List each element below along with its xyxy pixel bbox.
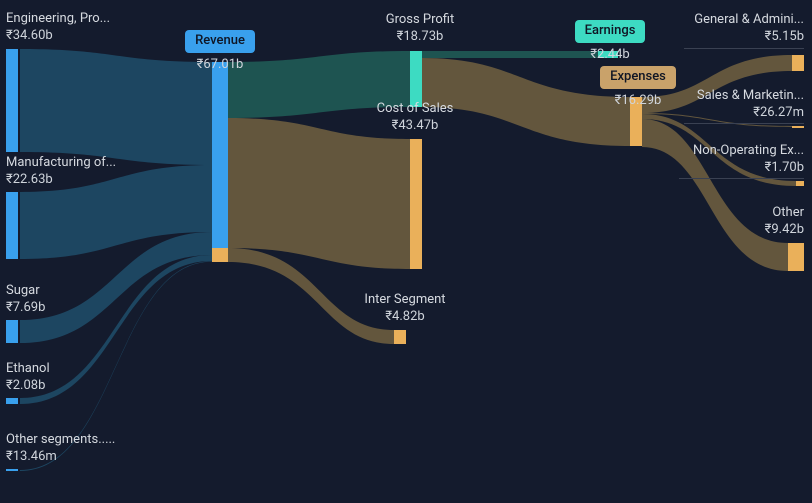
- node-value: ₹43.47b: [360, 118, 470, 135]
- node-value: ₹2.44b: [570, 47, 650, 64]
- node-value: ₹13.46m: [6, 449, 115, 466]
- node-label: Ethanol: [6, 361, 50, 378]
- node-value: ₹7.69b: [6, 300, 45, 317]
- node-value: ₹26.27m: [697, 105, 804, 122]
- node-value: ₹5.15b: [694, 29, 804, 46]
- node-label: Non-Operating Ex...: [693, 143, 804, 160]
- node-value: ₹18.73b: [370, 29, 470, 46]
- node-value: ₹22.63b: [6, 172, 116, 189]
- node-value: ₹34.60b: [6, 28, 110, 45]
- node-non-operating: Non-Operating Ex... ₹1.70b: [693, 143, 804, 177]
- node-revenue: Revenue ₹67.01b: [180, 30, 260, 74]
- revenue-badge: Revenue: [185, 30, 255, 53]
- node-manufacturing: Manufacturing of... ₹22.63b: [6, 155, 116, 189]
- node-value: ₹67.01b: [180, 57, 260, 74]
- node-inter-segment: Inter Segment ₹4.82b: [350, 292, 460, 326]
- node-label: Other: [765, 205, 804, 222]
- node-label: Engineering, Pro...: [6, 11, 110, 28]
- node-engineering: Engineering, Pro... ₹34.60b: [6, 11, 110, 45]
- node-label: Cost of Sales: [360, 101, 470, 118]
- earnings-badge: Earnings: [575, 20, 646, 43]
- divider: [679, 178, 804, 179]
- divider: [684, 48, 804, 49]
- node-expenses: Expenses ₹16.29b: [598, 66, 678, 110]
- node-earnings: Earnings ₹2.44b: [570, 20, 650, 64]
- node-label: Other segments.....: [6, 432, 115, 449]
- node-value: ₹9.42b: [765, 222, 804, 239]
- node-label: Sugar: [6, 283, 45, 300]
- node-value: ₹2.08b: [6, 378, 50, 395]
- node-label: Inter Segment: [350, 292, 460, 309]
- node-value: ₹4.82b: [350, 309, 460, 326]
- node-label: Sales & Marketin...: [697, 88, 804, 105]
- node-value: ₹16.29b: [598, 93, 678, 110]
- node-value: ₹1.70b: [693, 160, 804, 177]
- node-cost-of-sales: Cost of Sales ₹43.47b: [360, 101, 470, 135]
- divider: [684, 123, 804, 124]
- node-sales-marketing: Sales & Marketin... ₹26.27m: [697, 88, 804, 122]
- node-general-admin: General & Admini... ₹5.15b: [694, 12, 804, 46]
- node-label: General & Admini...: [694, 12, 804, 29]
- node-other-expense: Other ₹9.42b: [765, 205, 804, 239]
- node-label: Gross Profit: [370, 12, 470, 29]
- node-gross-profit: Gross Profit ₹18.73b: [370, 12, 470, 46]
- node-label: Manufacturing of...: [6, 155, 116, 172]
- node-sugar: Sugar ₹7.69b: [6, 283, 45, 317]
- node-ethanol: Ethanol ₹2.08b: [6, 361, 50, 395]
- node-other-segments: Other segments..... ₹13.46m: [6, 432, 115, 466]
- sankey-svg: [0, 0, 812, 503]
- expenses-badge: Expenses: [600, 66, 676, 89]
